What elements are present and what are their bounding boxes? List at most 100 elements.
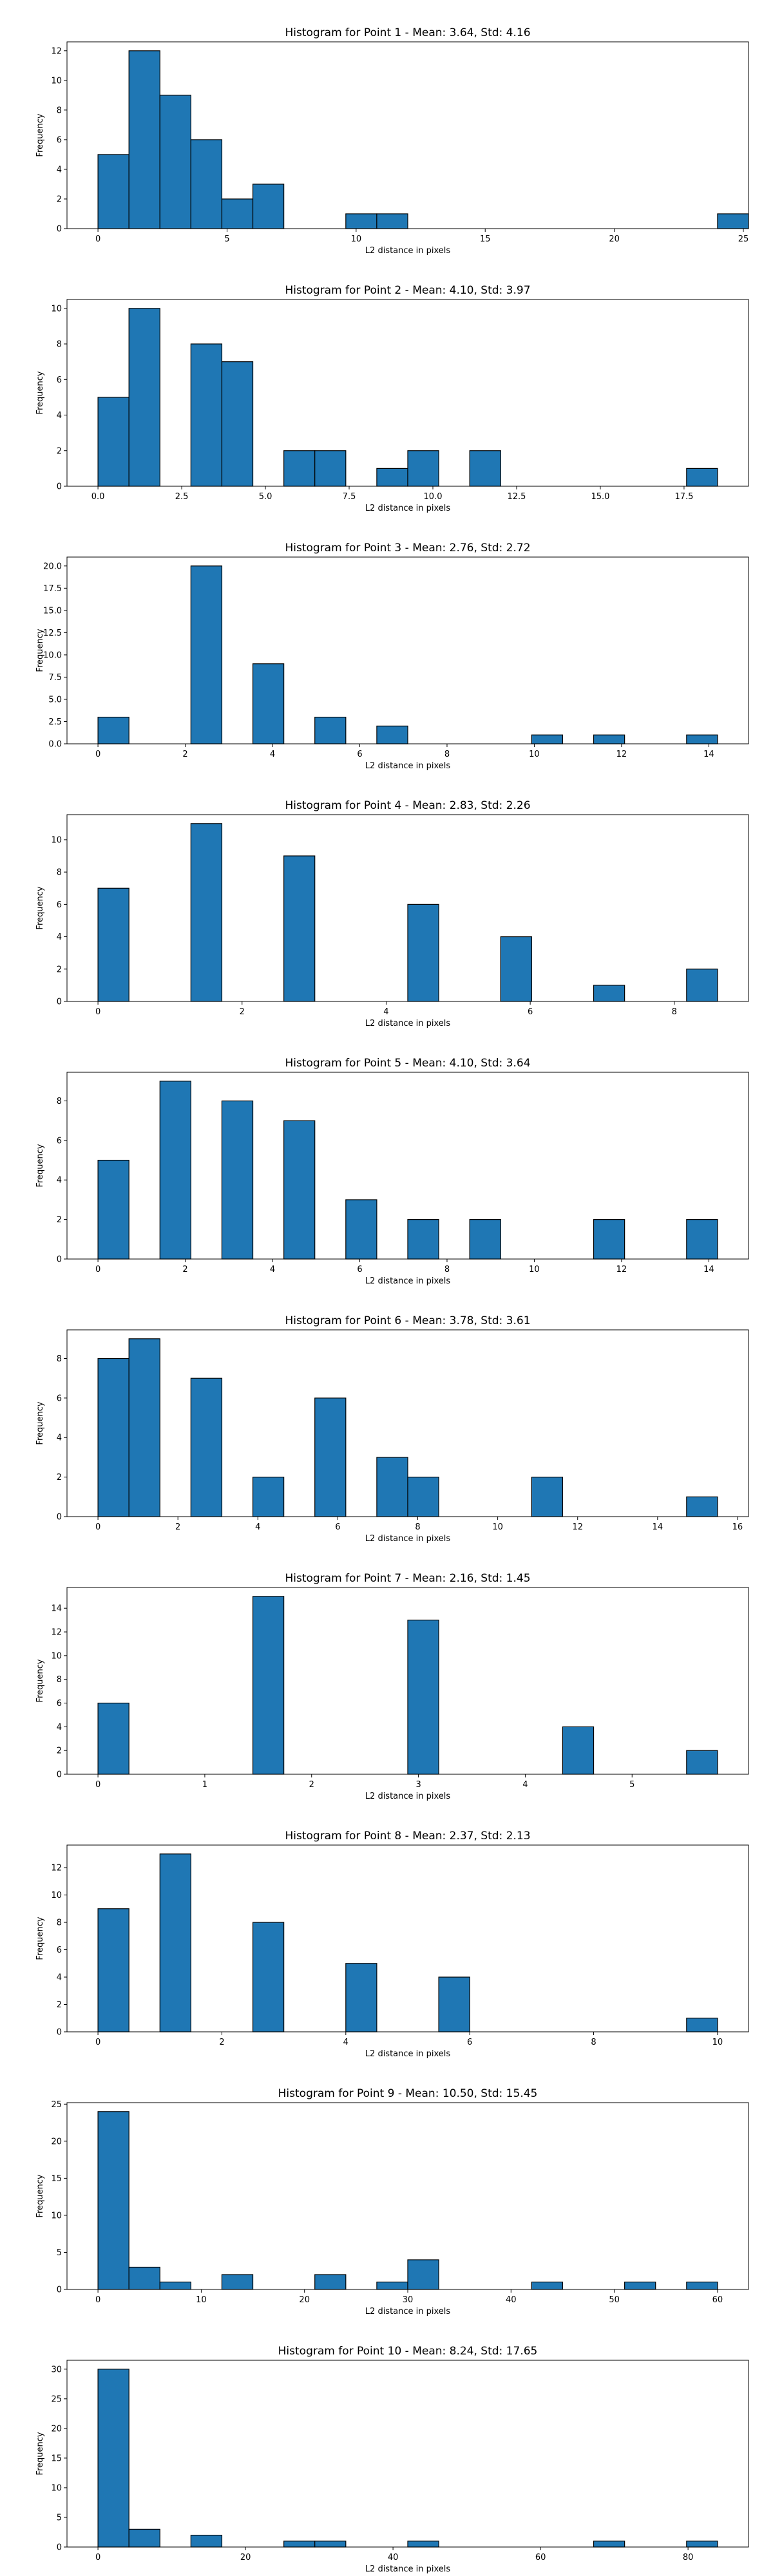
histogram-panel-1: Histogram for Point 1 - Mean: 3.64, Std:… — [35, 26, 749, 256]
y-tick-label: 10 — [51, 835, 62, 845]
histogram-bar — [159, 1853, 191, 2032]
histogram-bar — [283, 855, 316, 1002]
histogram-bar — [376, 725, 408, 744]
y-axis-label: Frequency — [35, 1917, 45, 1960]
histogram-panel-10: Histogram for Point 10 - Mean: 8.24, Std… — [35, 2345, 749, 2574]
y-tick-label: 6 — [57, 135, 62, 145]
histogram-bar — [686, 734, 718, 744]
y-tick-label: 6 — [57, 900, 62, 910]
y-tick-label: 6 — [57, 375, 62, 385]
x-tick-label: 60 — [712, 2295, 723, 2305]
x-tick-label: 4 — [522, 1780, 528, 1790]
x-axis-label: L2 distance in pixels — [365, 1019, 451, 1028]
histogram-bar — [500, 936, 532, 1002]
histogram-bar — [190, 1378, 223, 1517]
x-tick-label: 10.0 — [424, 492, 443, 502]
y-tick-label: 25 — [51, 2394, 62, 2404]
histogram-bar — [221, 361, 254, 487]
chart-title: Histogram for Point 9 - Mean: 10.50, Std… — [278, 2087, 538, 2100]
x-tick-label: 2.5 — [175, 492, 189, 502]
histogram-bar — [345, 1199, 377, 1260]
y-tick-label: 6 — [57, 1699, 62, 1709]
chart-title: Histogram for Point 10 - Mean: 8.24, Std… — [278, 2345, 538, 2358]
y-axis-label: Frequency — [35, 1659, 45, 1702]
histogram-bar — [376, 213, 408, 229]
x-tick-label: 0 — [95, 1522, 100, 1532]
y-tick-label: 30 — [51, 2365, 62, 2374]
x-tick-label: 14 — [703, 750, 714, 759]
chart-title: Histogram for Point 3 - Mean: 2.76, Std:… — [285, 542, 530, 554]
histogram-bar — [128, 2528, 160, 2548]
x-tick-label: 0 — [95, 2295, 100, 2305]
histogram-bar — [686, 969, 718, 1002]
histogram-bar — [469, 1219, 501, 1260]
histogram-panel-8: Histogram for Point 8 - Mean: 2.37, Std:… — [35, 1830, 749, 2059]
y-tick-label: 2 — [57, 2000, 62, 2010]
y-tick-label: 5 — [57, 2513, 62, 2523]
y-tick-label: 0 — [57, 2028, 62, 2038]
histogram-panel-7: Histogram for Point 7 - Mean: 2.16, Std:… — [35, 1572, 749, 1801]
x-tick-label: 4 — [383, 1007, 388, 1017]
x-axis-label: L2 distance in pixels — [365, 504, 451, 513]
x-tick-label: 8 — [444, 1265, 450, 1274]
x-tick-label: 0 — [95, 750, 100, 759]
x-tick-label: 40 — [388, 2553, 399, 2562]
x-tick-label: 12.5 — [507, 492, 526, 502]
histogram-bar — [345, 1963, 377, 2032]
histogram-bar — [97, 1908, 129, 2032]
y-tick-label: 2.5 — [48, 717, 62, 727]
x-tick-label: 2 — [309, 1780, 314, 1790]
histogram-bar — [221, 1100, 254, 1260]
y-tick-label: 2 — [57, 194, 62, 204]
axes-frame — [66, 1587, 749, 1775]
histogram-bar — [624, 2281, 656, 2290]
y-tick-label: 6 — [57, 1136, 62, 1146]
y-tick-label: 4 — [57, 1723, 62, 1732]
histogram-bar — [407, 1477, 439, 1517]
x-tick-label: 15.0 — [591, 492, 609, 502]
y-tick-label: 20 — [51, 2137, 62, 2146]
y-tick-label: 0 — [57, 1255, 62, 1265]
histogram-bar — [531, 1477, 564, 1517]
x-tick-label: 7.5 — [343, 492, 356, 502]
y-axis-label: Frequency — [35, 1401, 45, 1444]
histogram-bar — [190, 2534, 223, 2548]
y-tick-label: 0 — [57, 225, 62, 234]
histogram-bar — [159, 95, 191, 229]
y-axis-label: Frequency — [35, 2174, 45, 2217]
y-tick-label: 4 — [57, 933, 62, 942]
histogram-bar — [686, 1750, 718, 1775]
histogram-bar — [190, 139, 223, 229]
y-tick-label: 7.5 — [48, 673, 62, 683]
histogram-bar — [221, 198, 254, 229]
x-axis-label: L2 distance in pixels — [365, 246, 451, 256]
histogram-bar — [686, 2541, 718, 2548]
histogram-bar — [97, 397, 129, 487]
y-axis-label: Frequency — [35, 113, 45, 156]
histogram-bar — [686, 468, 718, 487]
chart-title: Histogram for Point 5 - Mean: 4.10, Std:… — [285, 1057, 530, 1070]
histogram-bar — [531, 2281, 564, 2290]
x-tick-label: 20 — [609, 234, 620, 244]
histogram-panel-5: Histogram for Point 5 - Mean: 4.10, Std:… — [35, 1057, 749, 1286]
y-tick-label: 0 — [57, 2286, 62, 2295]
x-tick-label: 4 — [270, 750, 275, 759]
histogram-bar — [190, 823, 223, 1002]
y-tick-label: 6 — [57, 1394, 62, 1403]
y-tick-label: 20 — [51, 2424, 62, 2434]
x-tick-label: 8 — [672, 1007, 677, 1017]
x-tick-label: 1 — [202, 1780, 207, 1790]
x-tick-label: 0 — [95, 1007, 100, 1017]
histogram-bar — [407, 1219, 439, 1260]
x-tick-label: 4 — [343, 2038, 348, 2047]
axes-frame — [66, 1072, 749, 1260]
x-tick-label: 2 — [240, 1007, 245, 1017]
y-tick-label: 10 — [51, 1891, 62, 1900]
y-tick-label: 12.5 — [43, 629, 62, 638]
x-axis-label: L2 distance in pixels — [365, 2564, 451, 2574]
y-tick-label: 8 — [57, 1354, 62, 1364]
y-tick-label: 12 — [51, 1628, 62, 1638]
x-tick-label: 2 — [182, 1265, 187, 1274]
histogram-bar — [562, 1726, 595, 1775]
histogram-bar — [717, 213, 749, 229]
